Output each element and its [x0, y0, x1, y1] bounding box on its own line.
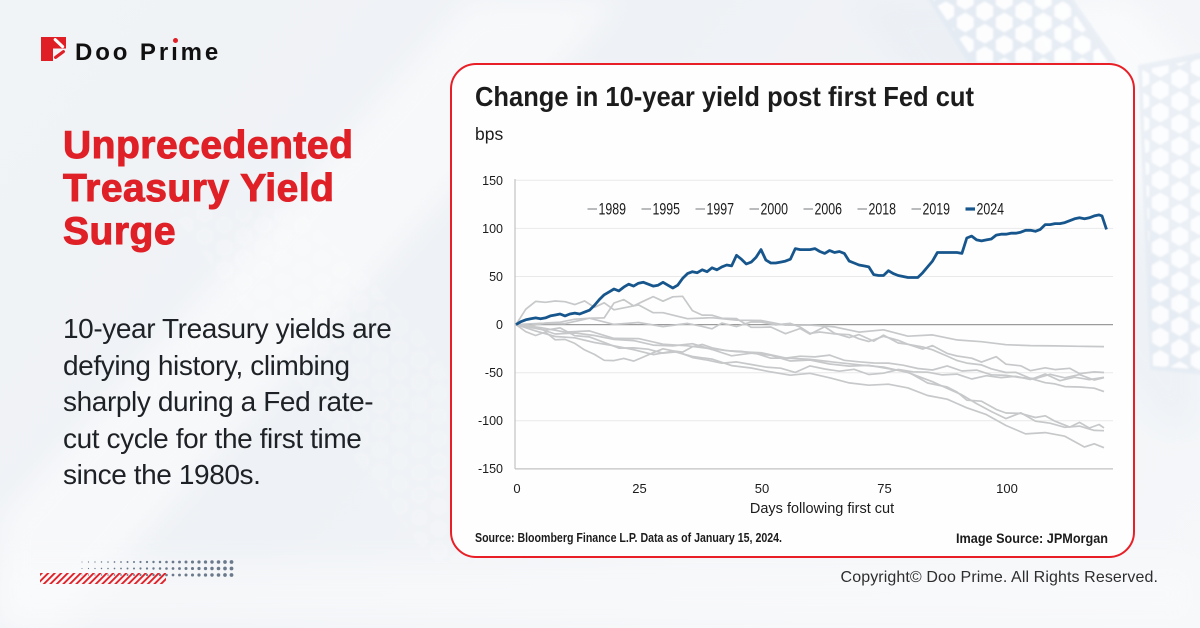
- svg-text:-50: -50: [485, 366, 503, 380]
- svg-text:bps: bps: [475, 124, 503, 144]
- svg-text:1997: 1997: [707, 200, 735, 218]
- svg-text:2006: 2006: [815, 200, 843, 218]
- svg-text:150: 150: [482, 174, 503, 188]
- svg-text:2018: 2018: [869, 200, 897, 218]
- svg-text:0: 0: [513, 481, 520, 496]
- svg-text:Change in 10-year yield post f: Change in 10-year yield post first Fed c…: [475, 81, 974, 112]
- svg-text:50: 50: [489, 270, 503, 284]
- svg-text:100: 100: [482, 222, 503, 236]
- svg-text:100: 100: [996, 481, 1018, 496]
- svg-text:25: 25: [632, 481, 646, 496]
- svg-text:1989: 1989: [599, 200, 627, 218]
- svg-text:-100: -100: [478, 414, 503, 428]
- svg-text:Days following first cut: Days following first cut: [750, 501, 894, 517]
- svg-text:2019: 2019: [923, 200, 951, 218]
- svg-text:50: 50: [755, 481, 769, 496]
- svg-text:75: 75: [877, 481, 891, 496]
- svg-text:Image Source: JPMorgan: Image Source: JPMorgan: [956, 531, 1108, 546]
- svg-text:1995: 1995: [653, 200, 681, 218]
- svg-text:Source: Bloomberg Finance L.P.: Source: Bloomberg Finance L.P. Data as o…: [475, 531, 782, 545]
- svg-text:0: 0: [496, 318, 503, 332]
- svg-text:2024: 2024: [977, 200, 1005, 218]
- svg-text:-150: -150: [478, 462, 503, 476]
- svg-text:2000: 2000: [761, 200, 789, 218]
